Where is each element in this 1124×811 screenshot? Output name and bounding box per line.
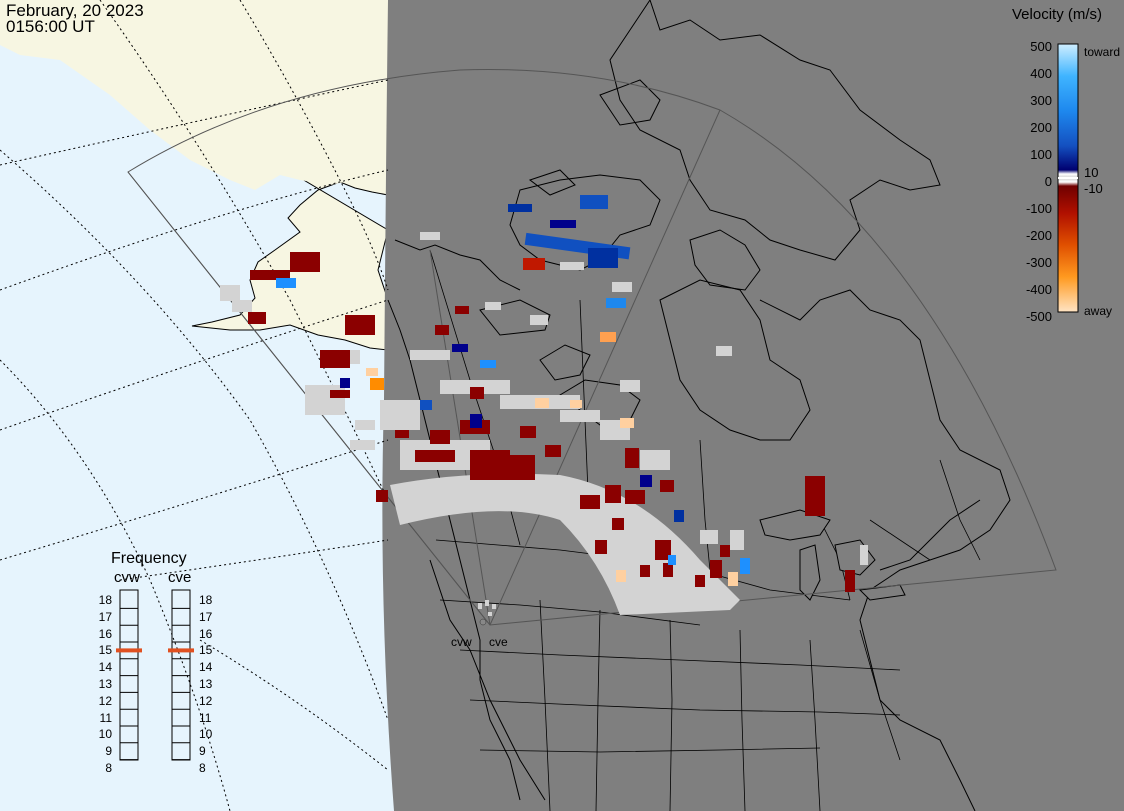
frequency-cve-tick-9: 9 <box>199 744 206 759</box>
colorbar-tick-100: 100 <box>1030 147 1052 162</box>
velocity-toward-patches <box>276 195 750 574</box>
velocity-away-patches <box>248 252 855 592</box>
colorbar-tick--100: -100 <box>1025 201 1052 216</box>
frequency-cvw-tick-10: 10 <box>98 727 112 742</box>
colorbar-away-label: away <box>1084 304 1113 318</box>
colorbar-toward-label: toward <box>1084 45 1121 59</box>
date-label: February, 20 2023 <box>6 1 144 20</box>
frequency-cve-tick-13: 13 <box>199 677 213 691</box>
frequency-cvw-tick-11: 11 <box>99 710 112 725</box>
frequency-title: Frequency <box>111 550 187 567</box>
great-lakes <box>759 509 906 601</box>
frequency-cve-tick-14: 14 <box>199 660 213 675</box>
colorbar-tick-300: 300 <box>1030 93 1052 108</box>
frequency-cvw-tick-18: 18 <box>98 593 112 607</box>
colorbar-tick-500: 500 <box>1030 39 1052 54</box>
frequency-cve-tick-18: 18 <box>199 593 213 607</box>
frequency-cve-tick-11: 11 <box>199 710 212 725</box>
frequency-scale-cve <box>171 589 191 761</box>
frequency-cve-tick-16: 16 <box>199 626 213 641</box>
cvw-frequency-marker <box>116 648 142 653</box>
time-label: 0156:00 UT <box>6 17 95 36</box>
frequency-cve-tick-8: 8 <box>199 761 206 775</box>
frequency-cvw-tick-9: 9 <box>105 744 112 759</box>
frequency-scale-cvw <box>119 589 139 761</box>
frequency-cvw-tick-12: 12 <box>98 693 112 708</box>
colorbar-title: Velocity (m/s) <box>1012 6 1103 23</box>
site-label-cve: cve <box>489 635 508 649</box>
frequency-cvw-tick-14: 14 <box>98 660 112 675</box>
colorbar-tick-400: 400 <box>1030 66 1052 81</box>
frequency-cvw-tick-15: 15 <box>98 643 112 658</box>
radar-site-markers <box>478 600 496 626</box>
colorbar-tick--300: -300 <box>1025 255 1052 270</box>
coastlines <box>387 0 1011 811</box>
colorbar-tick-0: 0 <box>1044 174 1052 189</box>
colorbar-tick--200: -200 <box>1025 228 1052 243</box>
frequency-cvw-tick-13: 13 <box>98 677 112 691</box>
colorbar-tick-200: 200 <box>1030 120 1052 135</box>
frequency-cve-tick-12: 12 <box>199 693 213 708</box>
cve-frequency-marker <box>168 648 194 653</box>
frequency-cve-tick-15: 15 <box>199 643 213 658</box>
frequency-cve-tick-17: 17 <box>199 609 213 624</box>
site-label-cvw: cvw <box>451 635 472 649</box>
colorbar-neg10-label: -10 <box>1084 181 1103 196</box>
colorbar-tick--400: -400 <box>1025 282 1052 297</box>
frequency-radar-left-label: cvw <box>114 569 140 586</box>
frequency-radar-right-label: cve <box>168 569 192 586</box>
frequency-cvw-tick-17: 17 <box>98 609 112 624</box>
colorbar-tick--500: -500 <box>1025 309 1052 324</box>
frequency-cve-tick-10: 10 <box>199 727 213 742</box>
frequency-cvw-tick-16: 16 <box>98 626 112 641</box>
colorbar-pos10-label: 10 <box>1084 165 1099 180</box>
velocity-away-strong-patches <box>366 258 738 586</box>
arctic-day-land <box>0 0 388 190</box>
frequency-cvw-tick-8: 8 <box>105 761 112 775</box>
